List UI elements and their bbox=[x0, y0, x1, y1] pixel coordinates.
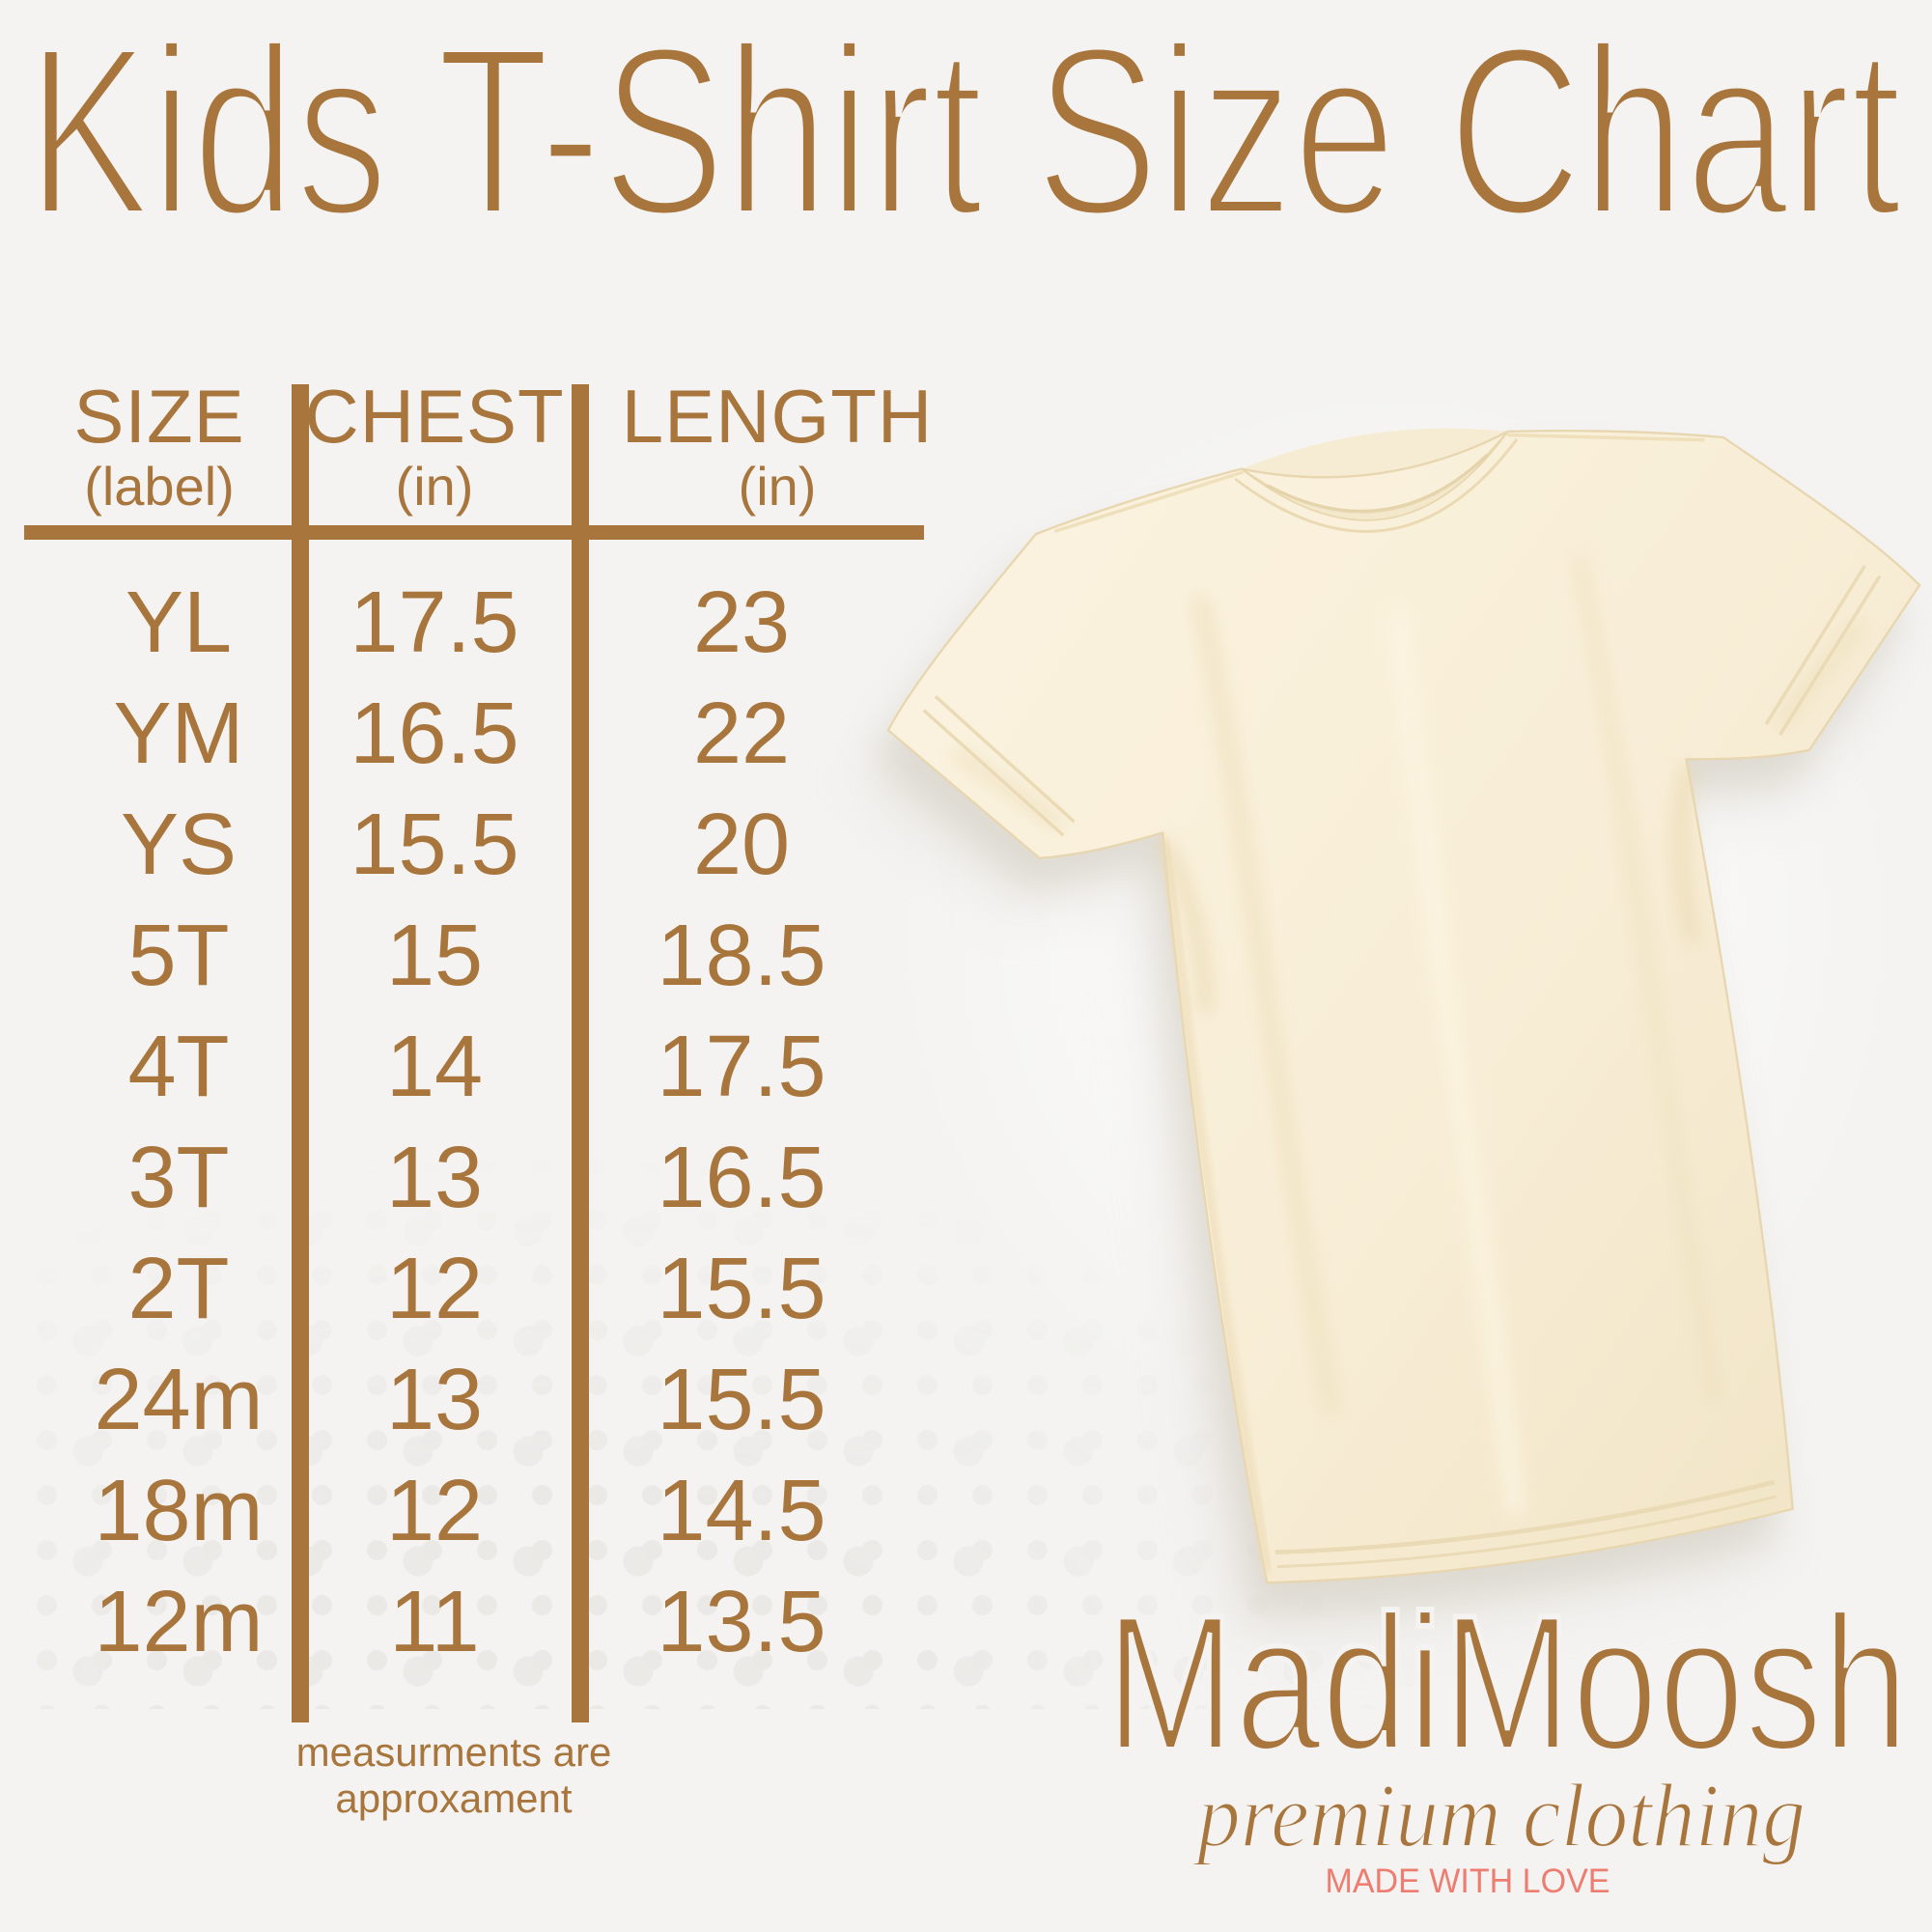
tshirt-shape bbox=[886, 428, 1921, 1584]
cell-length: 16.5 bbox=[657, 1129, 826, 1226]
cell-size: 18m bbox=[94, 1462, 264, 1559]
cell-length: 20 bbox=[692, 796, 791, 893]
table-row: YL 17.5 23 bbox=[63, 567, 909, 678]
cell-chest: 14 bbox=[385, 1018, 484, 1115]
cell-chest: 12 bbox=[385, 1240, 484, 1337]
column-unit: (in) bbox=[738, 456, 817, 517]
tshirt-seams bbox=[922, 433, 1882, 1569]
cell-chest: 15.5 bbox=[350, 796, 519, 893]
cell-chest: 12 bbox=[385, 1462, 484, 1559]
cell-length: 15.5 bbox=[657, 1240, 826, 1337]
brand-block: MadiMoosh premium clothing MADE WITH LOV… bbox=[1103, 1573, 1912, 1900]
header-rule bbox=[24, 525, 924, 540]
cell-length: 17.5 bbox=[657, 1018, 826, 1115]
size-table-rows: YL 17.5 23 YM 16.5 22 YS 15.5 20 5T 15 1… bbox=[63, 567, 909, 1677]
table-note: measurments are approxament bbox=[295, 1729, 612, 1821]
tshirt-collar bbox=[1234, 431, 1519, 533]
table-row: YS 15.5 20 bbox=[63, 789, 909, 900]
column-label: CHEST bbox=[304, 374, 565, 459]
column-header-size: SIZE (label) bbox=[24, 378, 294, 514]
column-divider-1 bbox=[292, 384, 309, 1722]
cell-length: 14.5 bbox=[657, 1462, 826, 1559]
cell-size: 4T bbox=[127, 1018, 230, 1115]
column-unit: (label) bbox=[84, 456, 235, 517]
table-row: 18m 12 14.5 bbox=[63, 1455, 909, 1566]
table-row: 4T 14 17.5 bbox=[63, 1011, 909, 1122]
cell-chest: 11 bbox=[389, 1573, 480, 1670]
cell-size: YM bbox=[113, 685, 244, 782]
cell-chest: 15 bbox=[385, 907, 484, 1004]
cell-size: YS bbox=[120, 796, 238, 893]
brand-subtitle: premium clothing bbox=[1191, 1766, 1806, 1866]
column-divider-2 bbox=[572, 384, 589, 1722]
cell-chest: 13 bbox=[385, 1129, 484, 1226]
cell-length: 15.5 bbox=[657, 1351, 826, 1448]
cell-size: YL bbox=[125, 574, 233, 671]
table-header: SIZE (label) CHEST (in) LENGTH (in) bbox=[24, 378, 980, 514]
column-unit: (in) bbox=[395, 456, 474, 517]
table-row: 2T 12 15.5 bbox=[63, 1233, 909, 1344]
column-header-chest: CHEST (in) bbox=[294, 378, 574, 514]
brand-tagline: MADE WITH LOVE bbox=[1326, 1862, 1610, 1900]
poster-title-svg: Kids T-Shirt Size Chart bbox=[23, 0, 1906, 261]
column-header-length: LENGTH (in) bbox=[574, 378, 980, 514]
cell-size: 24m bbox=[94, 1351, 264, 1448]
cell-size: 2T bbox=[127, 1240, 230, 1337]
cell-size: 3T bbox=[127, 1129, 230, 1226]
cell-length: 18.5 bbox=[657, 907, 826, 1004]
table-row: 3T 13 16.5 bbox=[63, 1122, 909, 1233]
cell-chest: 16.5 bbox=[350, 685, 519, 782]
cell-size: 12m bbox=[94, 1573, 264, 1670]
cell-chest: 17.5 bbox=[350, 574, 519, 671]
column-label: SIZE bbox=[73, 374, 245, 459]
tshirt-photo bbox=[857, 428, 1921, 1641]
table-row: 24m 13 15.5 bbox=[63, 1344, 909, 1455]
table-row: YM 16.5 22 bbox=[63, 678, 909, 789]
brand-name: MadiMoosh bbox=[1106, 1576, 1909, 1791]
cell-length: 22 bbox=[692, 685, 791, 782]
cell-length: 13.5 bbox=[657, 1573, 826, 1670]
cell-size: 5T bbox=[127, 907, 230, 1004]
page-title: Kids T-Shirt Size Chart bbox=[27, 0, 1902, 261]
cell-length: 23 bbox=[692, 574, 791, 671]
column-label: LENGTH bbox=[621, 374, 934, 459]
cell-chest: 13 bbox=[385, 1351, 484, 1448]
table-row: 12m 11 13.5 bbox=[63, 1566, 909, 1677]
table-row: 5T 15 18.5 bbox=[63, 900, 909, 1011]
